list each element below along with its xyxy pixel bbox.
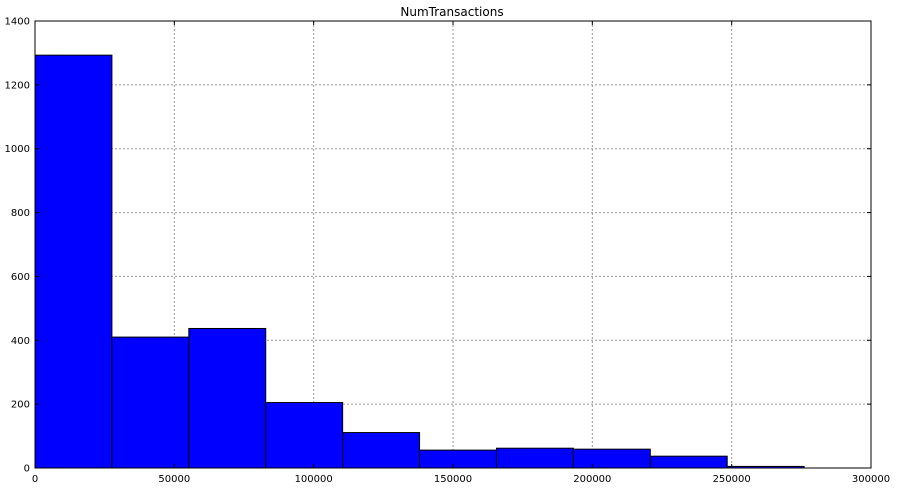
y-tick-label: 0 [24, 464, 30, 475]
histogram-bar [342, 432, 421, 469]
histogram-bar [495, 447, 574, 469]
x-tick-labels: 0 50000 100000 150000 200000 250000 300000 [32, 474, 890, 485]
histogram-bar [265, 402, 344, 469]
histogram-bar [188, 327, 267, 469]
x-tick-label: 200000 [573, 474, 611, 485]
bars-layer [34, 54, 805, 469]
histogram-bar [34, 54, 113, 469]
y-tick-label: 600 [11, 272, 30, 283]
x-tick-label: 300000 [852, 474, 890, 485]
histogram-bar [572, 448, 651, 469]
x-tick-label: 0 [32, 474, 38, 485]
histogram-bar [649, 455, 728, 469]
y-tick-label: 800 [11, 208, 30, 219]
y-tick-labels: 0 200 400 600 800 1000 1200 1400 [5, 17, 30, 475]
y-tick-label: 400 [11, 336, 30, 347]
x-tick-label: 150000 [434, 474, 472, 485]
histogram-bar [419, 449, 497, 469]
y-tick-label: 1400 [5, 17, 30, 28]
chart-title: NumTransactions [400, 5, 503, 19]
x-tick-label: 50000 [158, 474, 190, 485]
y-tick-label: 1200 [5, 80, 30, 91]
x-tick-label: 100000 [295, 474, 333, 485]
ticks-layer [34, 20, 872, 469]
y-tick-label: 200 [11, 400, 30, 411]
histogram-bar [111, 336, 190, 469]
y-tick-label: 1000 [5, 144, 30, 155]
x-tick-label: 250000 [713, 474, 751, 485]
